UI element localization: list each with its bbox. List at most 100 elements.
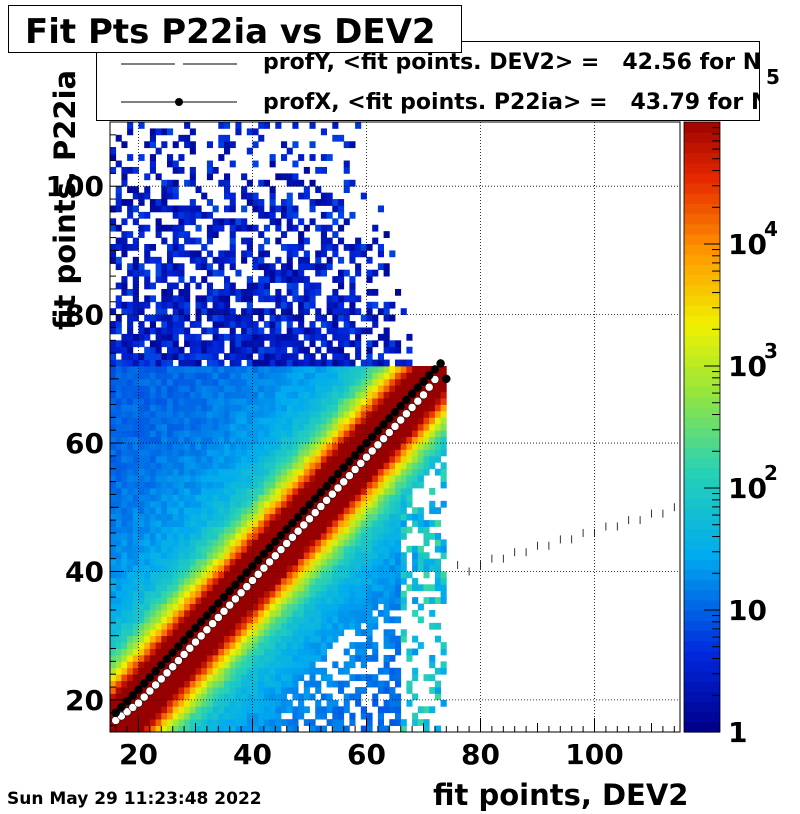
heatmap-cell bbox=[161, 327, 168, 335]
heatmap-cell bbox=[132, 552, 139, 560]
heatmap-cell bbox=[349, 642, 356, 649]
heatmap-cell bbox=[303, 481, 310, 489]
heatmap-cell bbox=[400, 455, 407, 463]
heatmap-cell bbox=[246, 327, 253, 335]
heatmap-cell bbox=[326, 693, 333, 701]
heatmap-cell bbox=[138, 430, 145, 438]
heatmap-cell bbox=[144, 552, 151, 560]
heatmap-cell bbox=[298, 577, 305, 585]
heatmap-cell bbox=[355, 475, 362, 482]
heatmap-cell bbox=[132, 269, 139, 277]
heatmap-cell bbox=[161, 635, 168, 643]
heatmap-cell bbox=[343, 597, 350, 604]
heatmap-cell bbox=[298, 327, 305, 335]
legend-label: profX, <fit points. P22ia> = 43.79 for N… bbox=[263, 90, 760, 115]
heatmap-cell bbox=[201, 545, 208, 553]
heatmap-cell bbox=[315, 654, 322, 662]
heatmap-cell bbox=[309, 455, 316, 463]
heatmap-cell bbox=[212, 693, 219, 701]
heatmap-cell bbox=[440, 661, 447, 669]
heatmap-cell bbox=[343, 417, 350, 425]
heatmap-cell bbox=[121, 693, 128, 701]
heatmap-cell bbox=[155, 199, 162, 206]
heatmap-cell bbox=[229, 539, 236, 547]
heatmap-cell bbox=[161, 179, 168, 187]
heatmap-cell bbox=[332, 308, 339, 316]
heatmap-cell bbox=[292, 391, 299, 399]
title-box: Fit Pts P22ia vs DEV2 bbox=[8, 5, 462, 53]
profile-point bbox=[390, 407, 400, 417]
profile-point bbox=[396, 401, 405, 411]
heatmap-cell bbox=[115, 680, 122, 688]
heatmap-cell bbox=[395, 539, 402, 547]
heatmap-cell bbox=[235, 449, 242, 457]
heatmap-cell bbox=[218, 455, 225, 463]
heatmap-cell bbox=[326, 565, 333, 572]
heatmap-cell bbox=[224, 532, 231, 540]
heatmap-cell bbox=[377, 597, 384, 604]
heatmap-cell bbox=[338, 199, 345, 206]
heatmap-cell bbox=[338, 378, 345, 386]
heatmap-cell bbox=[400, 443, 407, 450]
heatmap-cell bbox=[178, 680, 185, 688]
heatmap-cell bbox=[315, 359, 322, 367]
heatmap-cell bbox=[355, 481, 362, 489]
heatmap-cell bbox=[115, 301, 122, 309]
heatmap-cell bbox=[320, 725, 327, 732]
heatmap-cell bbox=[235, 218, 242, 226]
heatmap-cell bbox=[275, 558, 282, 566]
heatmap-cell bbox=[315, 314, 322, 322]
heatmap-cell bbox=[315, 475, 322, 482]
heatmap-cell bbox=[149, 449, 156, 457]
heatmap-cell bbox=[161, 693, 168, 701]
heatmap-cell bbox=[155, 301, 162, 309]
heatmap-cell bbox=[241, 288, 248, 296]
heatmap-cell bbox=[263, 635, 270, 643]
heatmap-cell bbox=[298, 154, 305, 161]
heatmap-cell bbox=[115, 507, 122, 515]
heatmap-cell bbox=[149, 353, 156, 360]
heatmap-cell bbox=[246, 366, 253, 373]
heatmap-cell bbox=[229, 366, 236, 373]
heatmap-cell bbox=[155, 430, 162, 438]
heatmap-cell bbox=[138, 301, 145, 309]
heatmap-cell bbox=[366, 520, 373, 527]
heatmap-cell bbox=[212, 494, 219, 502]
heatmap-cell bbox=[110, 558, 117, 566]
heatmap-cell bbox=[332, 622, 339, 630]
heatmap-cell bbox=[229, 494, 236, 502]
heatmap-cell bbox=[366, 391, 373, 399]
heatmap-cell bbox=[195, 436, 202, 444]
heatmap-cell bbox=[281, 481, 288, 489]
heatmap-cell bbox=[189, 321, 196, 328]
heatmap-cell bbox=[241, 661, 248, 669]
heatmap-cell bbox=[115, 423, 122, 431]
heatmap-cell bbox=[201, 590, 208, 598]
heatmap-cell bbox=[355, 250, 362, 258]
heatmap-cell bbox=[395, 603, 402, 611]
heatmap-cell bbox=[258, 276, 265, 283]
heatmap-cell bbox=[326, 423, 333, 431]
heatmap-cell bbox=[167, 526, 174, 534]
heatmap-cell bbox=[132, 520, 139, 527]
heatmap-cell bbox=[298, 706, 305, 714]
heatmap-cell bbox=[269, 667, 276, 675]
heatmap-cell bbox=[349, 603, 356, 611]
heatmap-cell bbox=[127, 359, 134, 367]
heatmap-cell bbox=[360, 250, 367, 258]
profile-point bbox=[373, 440, 383, 450]
heatmap-cell bbox=[138, 436, 145, 444]
heatmap-cell bbox=[315, 385, 322, 393]
heatmap-cell bbox=[281, 584, 288, 592]
heatmap-cell bbox=[246, 288, 253, 296]
heatmap-cell bbox=[343, 385, 350, 393]
heatmap-cell bbox=[360, 584, 367, 592]
heatmap-cell bbox=[315, 629, 322, 637]
heatmap-cell bbox=[315, 597, 322, 604]
heatmap-cell bbox=[429, 410, 436, 418]
heatmap-cell bbox=[184, 430, 191, 438]
colorbar-tick-label: 10 bbox=[728, 594, 767, 627]
heatmap-cell bbox=[366, 494, 373, 502]
heatmap-cell bbox=[286, 603, 293, 611]
